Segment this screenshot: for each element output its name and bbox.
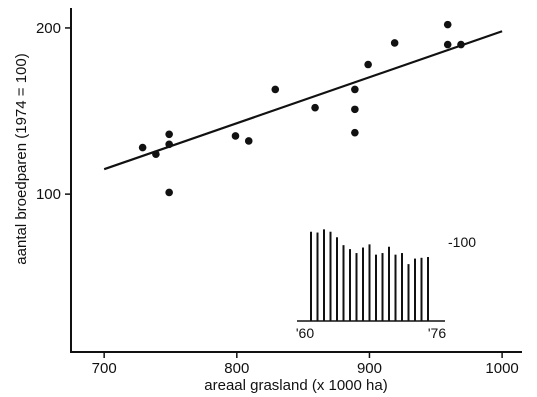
x-tick-label: 700: [92, 360, 117, 377]
scatter-point: [152, 150, 160, 159]
inset-bars: [310, 229, 429, 321]
scatter-point: [351, 85, 359, 94]
scatter-point: [165, 130, 173, 139]
x-tick-label: 900: [357, 360, 382, 377]
scatter-point: [138, 143, 147, 152]
scatter-points: [138, 20, 465, 197]
inset-reference-label: -100: [448, 234, 476, 250]
scatter-point: [351, 105, 359, 114]
main-axes: [70, 8, 522, 353]
scatter-point: [311, 103, 319, 112]
scatter-point: [165, 188, 173, 197]
scatter-point: [271, 85, 280, 94]
x-tick-label: 800: [224, 360, 249, 377]
x-tick-label: 1000: [485, 360, 518, 377]
scatter-point: [165, 140, 173, 149]
inset-tick-label-end: '76: [428, 325, 446, 341]
scatter-point: [351, 128, 359, 137]
scatter-point: [364, 60, 372, 69]
y-axis-title: aantal broedparen (1974 = 100): [13, 53, 30, 264]
scatter-point: [457, 40, 465, 49]
inset-tick-label-start: '60: [296, 325, 314, 341]
y-tick-label: 200: [36, 20, 61, 37]
scatter-point: [231, 132, 240, 140]
scatter-point: [443, 20, 452, 29]
trend-line: [103, 30, 503, 171]
scatter-point: [443, 40, 452, 49]
scatter-point: [390, 39, 399, 47]
y-axis-ticks: 100 200: [36, 20, 71, 203]
x-axis-title: areaal grasland (x 1000 ha): [204, 377, 387, 394]
y-tick-label: 100: [36, 186, 61, 203]
x-axis-ticks: 700 800 900 1000: [92, 352, 519, 377]
inset-chart: -100 '60 '76: [296, 229, 476, 341]
scatter-point: [244, 137, 253, 145]
